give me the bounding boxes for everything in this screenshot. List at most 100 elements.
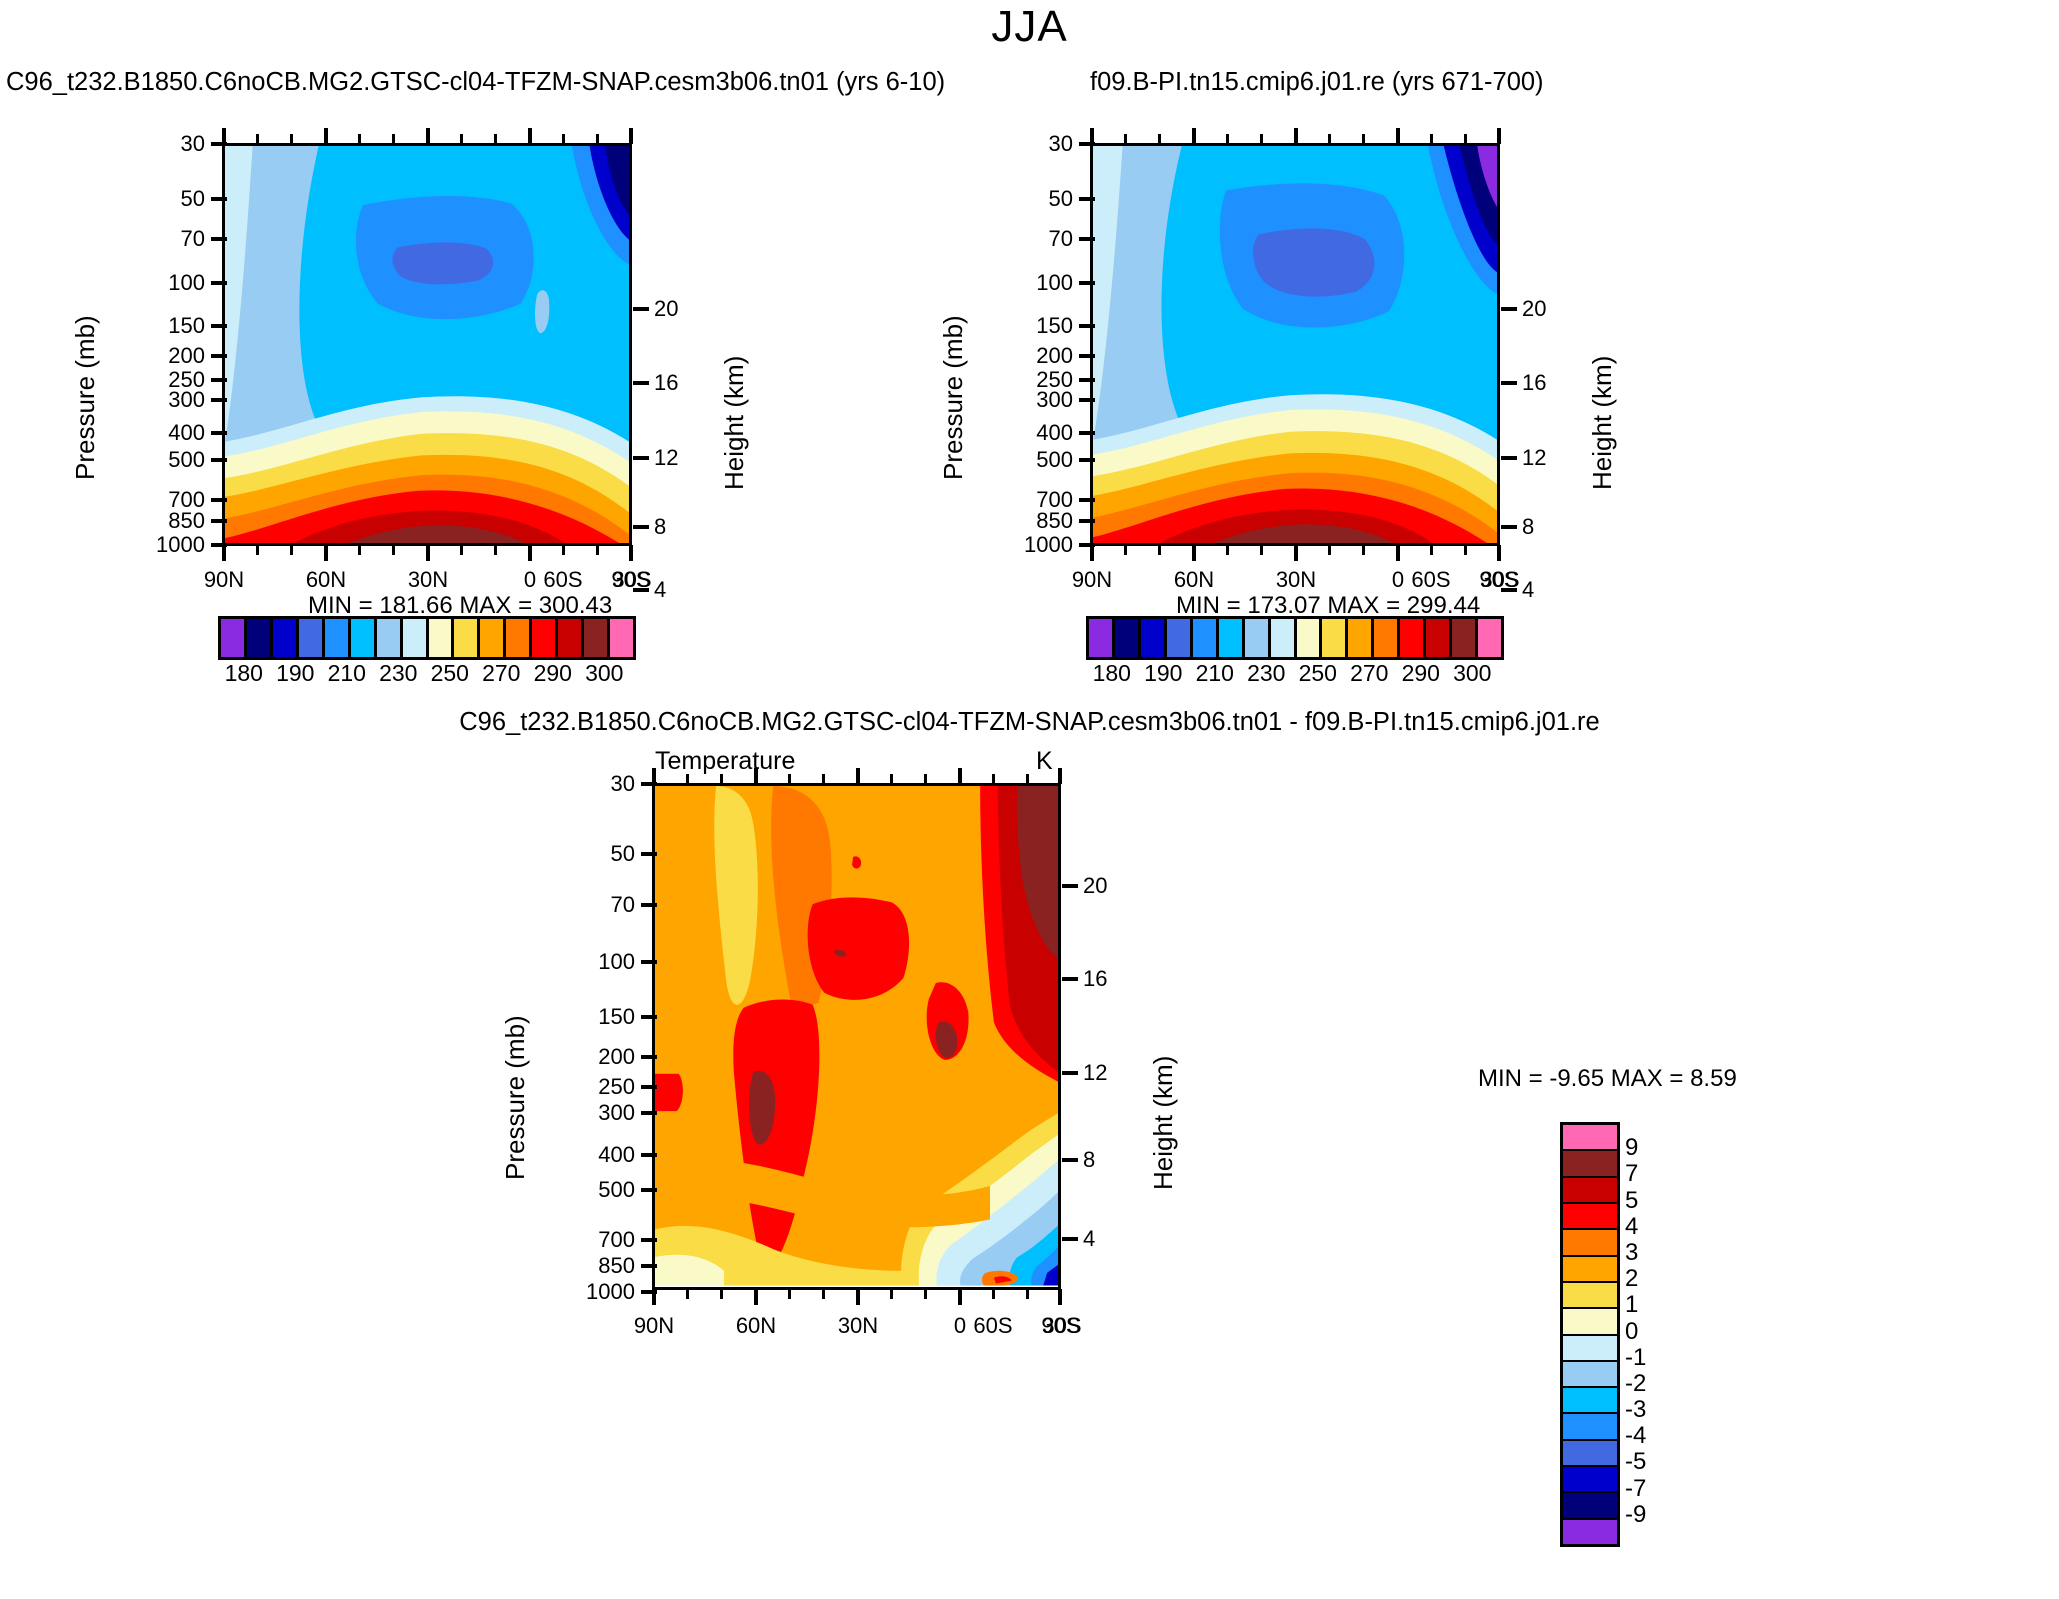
colorbar-tick-label: -3 xyxy=(1625,1396,1647,1424)
xtick-label: 60S xyxy=(973,1313,1013,1338)
ytick-label: 150 xyxy=(1036,313,1073,338)
ytick-label: 1000 xyxy=(156,532,205,557)
panel-diff-variable-label: Temperature xyxy=(655,747,796,775)
height-tick-label: 4 xyxy=(1522,577,1535,602)
xtick-label: 30S xyxy=(1480,567,1520,592)
colorbar-swatch xyxy=(1114,619,1141,657)
colorbar-swatch xyxy=(324,619,351,657)
height-tick-label: 12 xyxy=(654,445,679,470)
colorbar-swatch xyxy=(1563,1440,1617,1468)
panel-left-plot[interactable] xyxy=(222,143,632,546)
colorbar-swatch xyxy=(1563,1414,1617,1441)
colorbar-tick-label: 180 xyxy=(224,660,263,686)
ytick-label: 200 xyxy=(598,1044,635,1069)
ytick-label: 700 xyxy=(598,1227,635,1252)
colorbar-swatch xyxy=(1452,619,1479,657)
ytick-label: 700 xyxy=(168,487,205,512)
colorbar-tick-label: 250 xyxy=(1298,660,1337,686)
ytick-label: 150 xyxy=(598,1004,635,1029)
ytick-label: 250 xyxy=(1036,367,1073,392)
panel-right-plot[interactable] xyxy=(1090,143,1500,546)
ytick-label: 400 xyxy=(598,1142,635,1167)
colorbar-swatch xyxy=(1563,1151,1617,1178)
colorbar-swatch xyxy=(610,619,633,657)
ytick-label: 70 xyxy=(180,226,205,251)
panel-diff-yaxis-title: Pressure (mb) xyxy=(500,1015,530,1180)
xtick-label: 90S xyxy=(611,567,651,592)
panel-diff-colorbar[interactable] xyxy=(1560,1122,1620,1547)
colorbar-swatch xyxy=(1348,619,1375,657)
colorbar-swatch xyxy=(272,619,299,657)
ytick-label: 200 xyxy=(168,343,205,368)
colorbar-swatch xyxy=(1322,619,1349,657)
colorbar-swatch xyxy=(1140,619,1167,657)
ytick-label: 700 xyxy=(1036,487,1073,512)
colorbar-swatch xyxy=(1192,619,1219,657)
colorbar-tick-label: 4 xyxy=(1625,1212,1639,1240)
xtick-label: 60N xyxy=(735,1313,777,1338)
panel-diff-unit-label: K xyxy=(1036,747,1053,775)
ytick-label: 300 xyxy=(1036,387,1073,412)
ytick-label: 150 xyxy=(168,313,205,338)
ytick-label: 500 xyxy=(598,1177,635,1202)
height-tick-label: 8 xyxy=(1083,1147,1096,1172)
height-tick-label: 8 xyxy=(654,514,667,539)
colorbar-tick-label: 7 xyxy=(1625,1160,1639,1188)
ytick-label: 50 xyxy=(610,841,635,866)
xtick-label: 60S xyxy=(1411,567,1451,592)
xtick-label: 0 xyxy=(1391,567,1405,592)
panel-diff-plot[interactable] xyxy=(652,783,1061,1290)
xtick-label: 30N xyxy=(1275,567,1317,592)
height-tick-label: 8 xyxy=(1522,514,1535,539)
xtick-label: 30N xyxy=(407,567,449,592)
colorbar-swatch xyxy=(1563,1177,1617,1204)
panel-left-y2axis-title: Height (km) xyxy=(719,355,749,490)
colorbar-tick-label: 3 xyxy=(1625,1238,1639,1266)
colorbar-swatch xyxy=(428,619,455,657)
colorbar-swatch xyxy=(1563,1203,1617,1231)
xtick-label: 30S xyxy=(1042,1313,1082,1338)
panel-left-colorbar-labels: 180 190 210 230 250 270 290 300 xyxy=(218,660,630,690)
colorbar-swatch xyxy=(1270,619,1297,657)
colorbar-swatch xyxy=(1374,619,1401,657)
ytick-label: 400 xyxy=(168,420,205,445)
colorbar-tick-label: 290 xyxy=(1401,660,1440,686)
colorbar-tick-label: -5 xyxy=(1625,1448,1647,1476)
xtick-label: 90S xyxy=(1479,567,1519,592)
colorbar-swatch xyxy=(1563,1388,1617,1415)
colorbar-swatch xyxy=(1218,619,1245,657)
ytick-label: 100 xyxy=(168,270,205,295)
panel-right: Temperature K 30 50 70 xyxy=(938,100,2059,900)
xtick-label: 60S xyxy=(543,567,583,592)
ytick-label: 850 xyxy=(168,508,205,533)
panel-left-colorbar[interactable] xyxy=(218,616,636,660)
ytick-label: 1000 xyxy=(586,1279,635,1304)
ytick-label: 100 xyxy=(598,949,635,974)
colorbar-tick-label: 190 xyxy=(1144,660,1183,686)
colorbar-swatch xyxy=(1478,619,1501,657)
panel-diff-title: C96_t232.B1850.C6noCB.MG2.GTSC-cl04-TFZM… xyxy=(459,708,1600,736)
colorbar-tick-label: 210 xyxy=(1195,660,1234,686)
ytick-label: 50 xyxy=(1048,186,1073,211)
ytick-label: 300 xyxy=(598,1100,635,1125)
colorbar-swatch xyxy=(1296,619,1323,657)
ytick-label: 30 xyxy=(610,771,635,796)
panel-diff: Temperature K xyxy=(0,740,2059,1599)
colorbar-tick-label: 300 xyxy=(585,660,624,686)
figure-title: JJA xyxy=(991,2,1068,51)
height-tick-label: 4 xyxy=(654,577,667,602)
colorbar-swatch xyxy=(1400,619,1427,657)
ytick-label: 1000 xyxy=(1024,532,1073,557)
panel-diff-contour-field xyxy=(655,786,1058,1286)
colorbar-tick-label: -7 xyxy=(1625,1474,1647,1502)
colorbar-tick-label: 0 xyxy=(1625,1317,1639,1345)
colorbar-swatch xyxy=(506,619,533,657)
xtick-label: 90N xyxy=(1071,567,1113,592)
height-tick-label: 4 xyxy=(1083,1226,1096,1251)
height-tick-label: 12 xyxy=(1522,445,1547,470)
panel-right-colorbar[interactable] xyxy=(1086,616,1504,660)
colorbar-tick-label: 180 xyxy=(1092,660,1131,686)
colorbar-tick-label: 250 xyxy=(430,660,469,686)
colorbar-swatch xyxy=(532,619,559,657)
height-tick-label: 16 xyxy=(1083,966,1108,991)
